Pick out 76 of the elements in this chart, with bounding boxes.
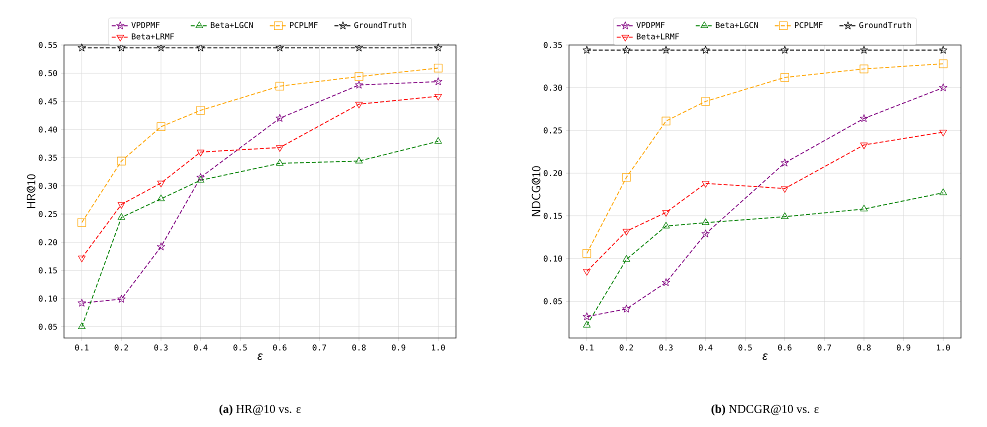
point xyxy=(860,142,868,150)
point xyxy=(582,312,591,320)
point xyxy=(117,156,126,166)
point xyxy=(780,46,789,54)
text: (a) HR@10 vs. ε xyxy=(219,404,301,416)
y-axis-title: HR@10 xyxy=(26,174,36,208)
point xyxy=(781,186,789,193)
point xyxy=(156,44,166,52)
point xyxy=(78,256,86,262)
point xyxy=(583,269,591,276)
point xyxy=(355,156,363,164)
point xyxy=(118,202,126,209)
point xyxy=(582,249,592,258)
point xyxy=(860,114,868,122)
point xyxy=(702,218,710,225)
point xyxy=(662,46,670,54)
point xyxy=(662,116,670,126)
point xyxy=(939,83,948,92)
point xyxy=(156,242,166,250)
point xyxy=(196,173,205,181)
point xyxy=(434,77,442,86)
point xyxy=(118,213,126,220)
x-axis-title: ε xyxy=(762,353,768,360)
point xyxy=(702,181,710,188)
point xyxy=(622,173,631,182)
point xyxy=(157,180,165,188)
point xyxy=(622,46,631,54)
point xyxy=(939,188,947,196)
point xyxy=(622,255,630,262)
point xyxy=(354,44,364,52)
point xyxy=(276,44,284,52)
point xyxy=(196,106,205,115)
point xyxy=(434,44,442,52)
point xyxy=(276,145,284,152)
point xyxy=(860,64,868,74)
point xyxy=(860,46,868,54)
point xyxy=(78,298,86,307)
point xyxy=(939,46,948,54)
point xyxy=(434,137,442,144)
point xyxy=(702,46,710,54)
point xyxy=(78,322,86,330)
point xyxy=(434,94,442,101)
point xyxy=(939,130,947,136)
point xyxy=(117,44,126,52)
point xyxy=(780,73,790,82)
point xyxy=(354,80,364,89)
x-axis-title: ε xyxy=(258,353,263,360)
point xyxy=(156,122,166,131)
point xyxy=(701,97,710,106)
point xyxy=(662,210,670,217)
point xyxy=(582,46,591,54)
point xyxy=(355,102,363,108)
point xyxy=(78,44,86,52)
point xyxy=(276,82,284,90)
point xyxy=(196,176,204,183)
point xyxy=(276,159,284,166)
text: (b) NDCGR@10 vs. ε xyxy=(712,404,819,416)
point xyxy=(434,64,442,72)
point xyxy=(780,158,789,166)
point xyxy=(196,150,204,156)
point xyxy=(860,204,868,212)
point xyxy=(622,304,631,312)
y-axis-title: NDCG@10 xyxy=(532,166,540,216)
point xyxy=(781,212,789,219)
point xyxy=(157,194,165,202)
point xyxy=(78,218,86,227)
point xyxy=(662,222,670,228)
point xyxy=(276,114,284,122)
point xyxy=(196,44,205,52)
point xyxy=(622,228,630,236)
point xyxy=(662,278,670,286)
point xyxy=(702,229,710,238)
point xyxy=(583,320,591,328)
point xyxy=(117,294,126,303)
point xyxy=(354,72,364,81)
point xyxy=(938,60,948,68)
